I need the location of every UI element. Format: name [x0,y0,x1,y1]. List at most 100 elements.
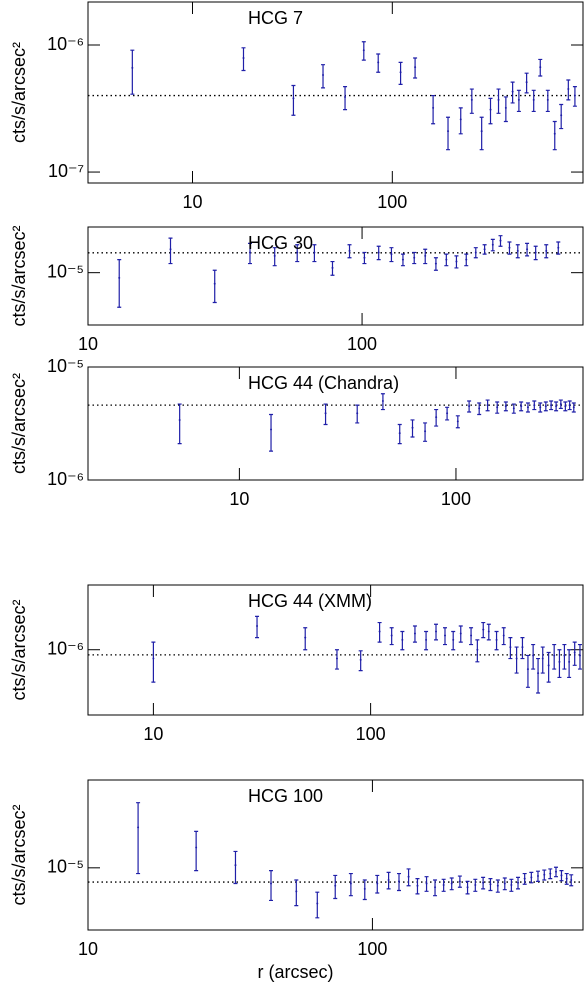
data-point [468,405,471,408]
data-point [466,886,469,889]
panel: 10⁻⁷ 10⁻⁶ 10 100 HCG 7 cts/s/arcsec² [9,1,584,212]
data-point [304,636,307,639]
y-tick-label: 10⁻⁶ [47,34,84,54]
y-axis-label: cts/s/arcsec² [9,42,29,143]
data-point [450,882,453,885]
error-bar [269,870,274,902]
axes-frame [87,226,584,326]
data-point [401,258,404,261]
error-bar [315,891,320,919]
data-point [292,97,295,100]
error-bar [194,830,199,872]
y-tick-label: 10⁻⁵ [47,261,84,281]
data-point [539,406,542,409]
y-tick-label: 10⁻⁵ [47,857,84,877]
data-point [465,258,468,261]
data-point [248,251,251,254]
data-point [401,638,404,641]
data-point [331,266,334,269]
error-bar [348,872,353,897]
data-point [555,405,558,408]
y-axis-label: cts/s/arcsec² [9,599,29,700]
x-axis-label: r (arcsec) [258,962,334,982]
data-point [496,406,499,409]
data-point [376,882,379,885]
data-point [568,660,571,663]
data-point [434,262,437,265]
data-point [455,260,458,263]
data-point [362,49,365,52]
data-point [526,668,529,671]
error-bar [117,258,122,308]
data-point [499,239,502,242]
data-point [533,404,536,407]
data-point [504,106,507,109]
y-tick-label: 10⁻⁶ [47,469,84,489]
data-point [563,654,566,657]
data-point [432,106,435,109]
axes-frame [87,1,584,184]
data-point [560,874,563,877]
data-point [503,882,506,885]
error-bar [552,120,557,151]
error-bar [488,97,493,125]
error-bar [458,107,463,135]
data-point [178,418,181,421]
data-point [390,253,393,256]
data-point [378,630,381,633]
data-point [169,248,172,251]
data-point [348,249,351,252]
data-point [349,882,352,885]
data-point [486,404,489,407]
data-point [476,648,479,651]
data-point [397,880,400,883]
data-point [363,256,366,259]
axes-frame [87,366,584,481]
error-bar [525,654,530,688]
data-point [567,88,570,91]
data-point [480,130,483,133]
data-point [539,66,542,69]
error-bar [303,627,308,651]
data-point [359,658,362,661]
data-point [525,81,528,84]
data-point [553,132,556,135]
data-point [459,118,462,121]
data-point [390,634,393,637]
error-bar [233,850,238,885]
data-point [447,130,450,133]
data-point [414,66,417,69]
data-point [482,628,485,631]
error-bar [557,649,562,679]
x-tick-label: 100 [441,489,471,509]
data-point [273,254,276,257]
error-bar [177,403,182,445]
plot-area [117,235,561,308]
error-bar [503,96,508,123]
data-point [316,902,319,905]
panel: 10⁻⁵ 10 100 HCG 30 cts/s/arcsec² [9,225,584,354]
data-point [515,657,518,660]
data-point [344,95,347,98]
data-point [137,826,140,829]
data-point [517,881,520,884]
error-bar [531,643,536,670]
error-bar [269,413,274,452]
data-point [550,404,553,407]
error-bar [446,116,451,151]
data-point [559,403,562,406]
error-bar [343,86,348,111]
data-point [516,249,519,252]
data-point [510,883,513,886]
x-tick-label: 100 [357,939,387,959]
error-bar [398,61,403,85]
data-point [118,276,121,279]
data-point [546,98,549,101]
data-point [553,654,556,657]
data-point [195,846,198,849]
error-bar [151,641,156,683]
data-point [363,887,366,890]
error-bar [577,643,582,670]
data-point [532,654,535,657]
data-point [256,624,259,627]
